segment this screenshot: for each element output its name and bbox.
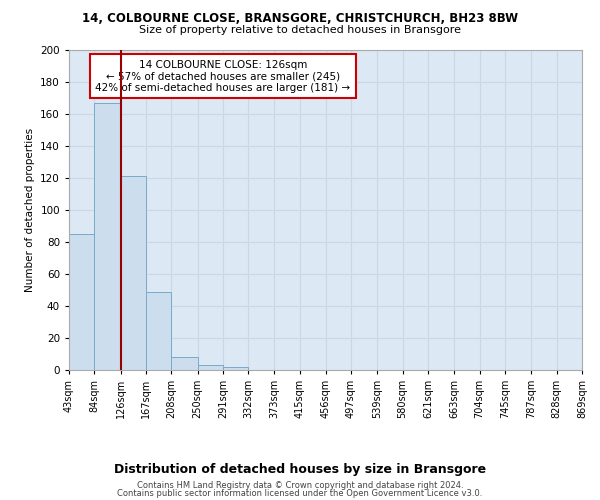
Bar xyxy=(172,357,197,370)
Bar xyxy=(146,292,172,370)
Text: Contains HM Land Registry data © Crown copyright and database right 2024.: Contains HM Land Registry data © Crown c… xyxy=(137,481,463,490)
Bar xyxy=(94,103,121,370)
Bar xyxy=(69,234,94,370)
Text: Distribution of detached houses by size in Bransgore: Distribution of detached houses by size … xyxy=(114,462,486,475)
Bar xyxy=(223,367,248,370)
Bar xyxy=(121,176,146,370)
Y-axis label: Number of detached properties: Number of detached properties xyxy=(25,128,35,292)
Text: Size of property relative to detached houses in Bransgore: Size of property relative to detached ho… xyxy=(139,25,461,35)
Bar xyxy=(197,365,223,370)
Text: Contains public sector information licensed under the Open Government Licence v3: Contains public sector information licen… xyxy=(118,489,482,498)
Text: 14, COLBOURNE CLOSE, BRANSGORE, CHRISTCHURCH, BH23 8BW: 14, COLBOURNE CLOSE, BRANSGORE, CHRISTCH… xyxy=(82,12,518,26)
Text: 14 COLBOURNE CLOSE: 126sqm
← 57% of detached houses are smaller (245)
42% of sem: 14 COLBOURNE CLOSE: 126sqm ← 57% of deta… xyxy=(95,60,350,93)
